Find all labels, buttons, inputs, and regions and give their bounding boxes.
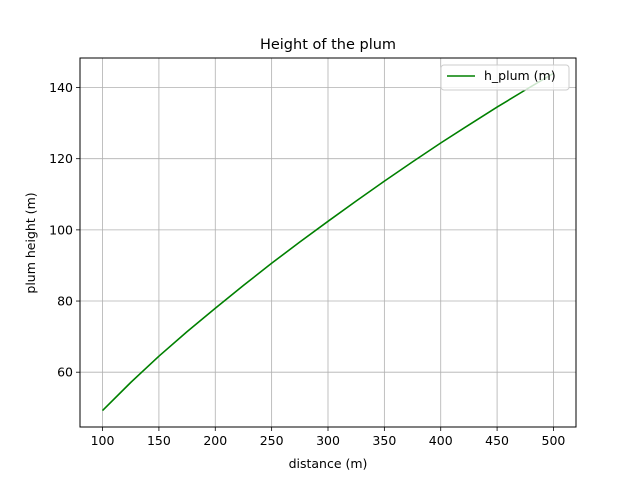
y-axis-label: plum height (m) xyxy=(23,192,38,293)
legend: h_plum (m) xyxy=(440,64,570,91)
x-tick-label: 250 xyxy=(260,433,284,448)
chart-title: Height of the plum xyxy=(260,37,396,53)
x-axis-label: distance (m) xyxy=(289,456,368,471)
y-tick-label: 100 xyxy=(49,222,73,237)
axis-ticks: 100 150 200 250 300 350 400 450 500 60 80 100 120 140 xyxy=(49,80,565,448)
y-tick-label: 60 xyxy=(57,365,73,380)
x-tick-label: 200 xyxy=(203,433,227,448)
x-tick-label: 100 xyxy=(91,433,115,448)
y-tick-label: 120 xyxy=(49,151,73,166)
x-tick-label: 400 xyxy=(429,433,453,448)
x-tick-label: 300 xyxy=(316,433,340,448)
y-tick-label: 80 xyxy=(57,294,73,309)
x-tick-label: 500 xyxy=(542,433,566,448)
series-layer xyxy=(101,72,554,412)
x-tick-label: 350 xyxy=(372,433,396,448)
series-line xyxy=(101,72,554,412)
y-tick-label: 140 xyxy=(49,80,73,95)
legend-label: h_plum (m) xyxy=(484,68,556,83)
x-tick-label: 450 xyxy=(485,433,509,448)
grid xyxy=(80,58,576,427)
x-tick-label: 150 xyxy=(147,433,171,448)
legend-box xyxy=(440,64,570,91)
